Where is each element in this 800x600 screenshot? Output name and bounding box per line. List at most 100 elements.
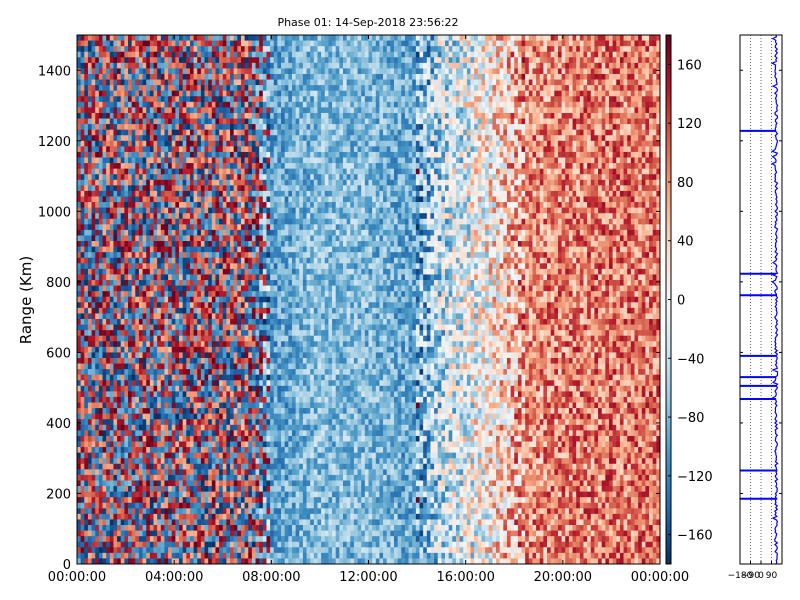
heatmap-cell — [171, 307, 176, 314]
heatmap-cell — [149, 502, 154, 509]
heatmap-cell — [226, 157, 231, 164]
heatmap-cell — [197, 107, 202, 114]
heatmap-cell — [255, 185, 260, 192]
heatmap-cell — [240, 480, 246, 487]
heatmap-cell — [135, 229, 140, 236]
heatmap-cell — [106, 280, 111, 286]
heatmap-cell — [182, 280, 187, 286]
heatmap-cell — [95, 497, 100, 504]
heatmap-cell — [211, 146, 216, 153]
heatmap-cell — [80, 285, 85, 292]
heatmap-cell — [189, 513, 194, 520]
heatmap-cell — [157, 179, 162, 186]
heatmap-cell — [248, 324, 253, 331]
heatmap-cell — [251, 369, 256, 376]
heatmap-cell — [109, 185, 114, 192]
heatmap-cell — [138, 380, 143, 387]
heatmap-cell — [106, 79, 111, 86]
heatmap-cell — [84, 313, 89, 320]
heatmap-cell — [113, 224, 118, 231]
heatmap-cell — [197, 291, 202, 298]
heatmap-cell — [120, 357, 125, 364]
heatmap-cell — [149, 491, 154, 498]
heatmap-cell — [255, 207, 260, 214]
heatmap-cell — [193, 96, 198, 103]
heatmap-cell — [244, 552, 249, 559]
heatmap-cell — [175, 190, 180, 197]
heatmap-cell — [91, 90, 96, 97]
heatmap-cell — [95, 235, 100, 242]
heatmap-cell — [219, 547, 224, 554]
heatmap-cell — [189, 229, 194, 236]
heatmap-cell — [215, 151, 220, 158]
heatmap-cell — [131, 107, 136, 114]
heatmap-cell — [135, 118, 140, 125]
heatmap-cell — [226, 235, 231, 242]
heatmap-cell — [237, 486, 242, 493]
heatmap-cell — [95, 124, 100, 131]
heatmap-cell — [91, 129, 96, 136]
heatmap-cell — [117, 318, 122, 325]
heatmap-cell — [87, 107, 92, 114]
heatmap-cell — [248, 140, 253, 147]
heatmap-cell — [120, 385, 125, 392]
heatmap-cell — [179, 430, 184, 437]
heatmap-cell — [146, 346, 151, 353]
heatmap-cell — [157, 285, 162, 292]
heatmap-cell — [193, 508, 198, 515]
heatmap-cell — [175, 224, 180, 231]
heatmap-cell — [157, 335, 162, 342]
heatmap-cell — [113, 402, 118, 409]
heatmap-cell — [117, 497, 122, 504]
heatmap-cell — [186, 179, 191, 186]
heatmap-cell — [244, 101, 249, 108]
heatmap-cell — [131, 335, 136, 342]
heatmap-cell — [160, 525, 165, 531]
heatmap-cell — [200, 51, 205, 58]
heatmap-cell — [244, 107, 249, 114]
heatmap-cell — [109, 90, 114, 97]
heatmap-cell — [128, 497, 133, 504]
heatmap-cell — [102, 190, 107, 197]
heatmap-cell — [259, 302, 264, 309]
heatmap-cell — [102, 168, 107, 175]
heatmap-cell — [135, 513, 140, 520]
heatmap-cell — [168, 525, 173, 531]
heatmap-cell — [77, 480, 82, 487]
heatmap-cell — [222, 513, 227, 520]
heatmap-cell — [153, 263, 158, 270]
heatmap-cell — [244, 213, 249, 220]
heatmap-cell — [171, 218, 176, 225]
heatmap-cell — [80, 257, 85, 264]
heatmap-cell — [160, 335, 165, 342]
heatmap-cell — [171, 318, 176, 325]
heatmap-cell — [146, 190, 151, 197]
heatmap-cell — [146, 296, 151, 303]
heatmap-cell — [219, 430, 224, 437]
heatmap-cell — [168, 151, 173, 158]
heatmap-cell — [120, 508, 125, 515]
heatmap-cell — [251, 207, 256, 214]
heatmap-cell — [124, 135, 129, 142]
heatmap-cell — [233, 302, 238, 309]
heatmap-cell — [120, 291, 125, 298]
heatmap-cell — [80, 196, 85, 203]
heatmap-cell — [219, 352, 224, 359]
heatmap-cell — [248, 435, 253, 442]
heatmap-cell — [95, 118, 100, 125]
heatmap-cell — [222, 552, 227, 559]
heatmap-cell — [91, 151, 96, 158]
heatmap-cell — [248, 218, 253, 225]
heatmap-cell — [124, 430, 129, 437]
heatmap-cell — [186, 51, 191, 58]
heatmap-cell — [255, 458, 260, 465]
heatmap-cell — [102, 519, 107, 526]
heatmap-cell — [251, 140, 256, 147]
heatmap-cell — [164, 552, 169, 559]
heatmap-cell — [168, 246, 173, 253]
heatmap-cell — [135, 163, 140, 170]
heatmap-cell — [131, 424, 136, 431]
heatmap-cell — [124, 374, 129, 381]
heatmap-cell — [77, 285, 82, 292]
heatmap-cell — [197, 474, 202, 481]
